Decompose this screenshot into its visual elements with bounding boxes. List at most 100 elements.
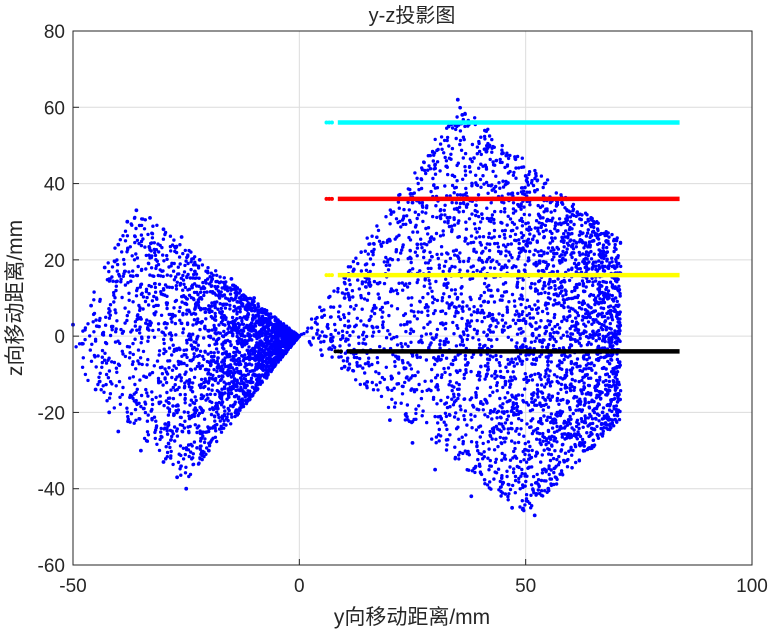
scatter-point [187,337,191,342]
scatter-point [236,330,240,334]
scatter-point [169,449,173,454]
scatter-point [115,269,120,273]
scatter-point [206,328,210,333]
scatter-point [187,454,191,459]
scatter-point [166,441,171,445]
scatter-point [152,282,157,286]
scatter-point [252,309,257,313]
scatter-point [580,238,584,243]
scatter-point [386,329,390,333]
scatter-point [258,330,262,335]
scatter-point [162,259,166,263]
scatter-point [239,379,244,383]
scatter-point [171,385,175,390]
scatter-point [169,388,173,392]
scatter-point [153,290,158,294]
scatter-point [237,350,242,355]
scatter-point [198,447,202,451]
scatter-point [200,319,204,324]
scatter-point [500,318,504,322]
scatter-point [226,392,230,396]
scatter-point [130,254,134,258]
scatter-point [471,403,475,408]
scatter-point [146,413,150,417]
scatter-point [524,221,528,226]
scatter-point [452,223,457,227]
scatter-point [154,266,158,271]
scatter-point [509,421,514,425]
scatter-point [606,311,610,315]
scatter-point [201,280,205,285]
scatter-point [192,318,197,322]
scatter-point [112,300,116,304]
scatter-point [437,439,441,443]
scatter-point [219,391,224,395]
scatter-point [522,239,526,243]
scatter-point [206,381,211,385]
scatter-point [540,471,545,475]
scatter-point [138,285,142,289]
scatter-point [420,210,424,214]
scatter-point [562,232,566,236]
scatter-point [234,388,238,392]
scatter-point [439,417,443,421]
scatter-point [512,375,516,379]
scatter-point [517,238,521,242]
scatter-point [539,421,543,425]
scatter-point [232,328,237,332]
scatter-point [131,269,135,273]
scatter-point [583,221,588,225]
scatter-point [569,343,573,347]
scatter-point [347,362,352,366]
scatter-point [463,165,467,169]
scatter-point [400,392,405,396]
scatter-point [210,383,215,387]
scatter-point [135,273,140,278]
scatter-point [233,291,237,295]
scatter-point [108,333,113,338]
scatter-point [506,242,510,247]
scatter-point [448,379,452,384]
scatter-point [198,385,203,390]
scatter-point [571,448,575,453]
scatter-point [514,357,518,361]
scatter-point [416,181,420,186]
scatter-point [125,410,129,414]
scatter-point [247,345,251,349]
scatter-point [116,362,121,366]
scatter-point [519,231,524,235]
scatter-point [169,317,173,321]
scatter-point [182,270,187,274]
scatter-point [230,315,235,320]
scatter-point [399,341,403,346]
scatter-point [141,237,145,241]
scatter-point [498,298,502,302]
scatter-point [484,246,488,250]
scatter-point [392,405,397,409]
scatter-point [530,448,534,453]
scatter-point [167,285,172,289]
scatter-point [528,249,532,254]
scatter-point [171,269,176,273]
scatter-point [533,190,537,194]
scatter-point [147,292,151,296]
scatter-point [556,247,561,251]
scatter-point [103,323,108,327]
scatter-point [444,277,448,281]
scatter-point [226,297,230,301]
scatter-point [376,292,380,296]
scatter-point [186,254,190,259]
scatter-point [245,341,249,345]
scatter-point [208,426,212,430]
scatter-point [348,333,352,338]
scatter-point [447,383,451,387]
scatter-point [515,404,520,409]
scatter-point [550,327,554,331]
scatter-point [136,264,140,269]
scatter-point [605,250,610,254]
scatter-point [422,284,426,288]
scatter-point [214,269,218,273]
scatter-point [179,415,183,420]
scatter-point [191,257,195,261]
scatter-point [241,359,246,363]
